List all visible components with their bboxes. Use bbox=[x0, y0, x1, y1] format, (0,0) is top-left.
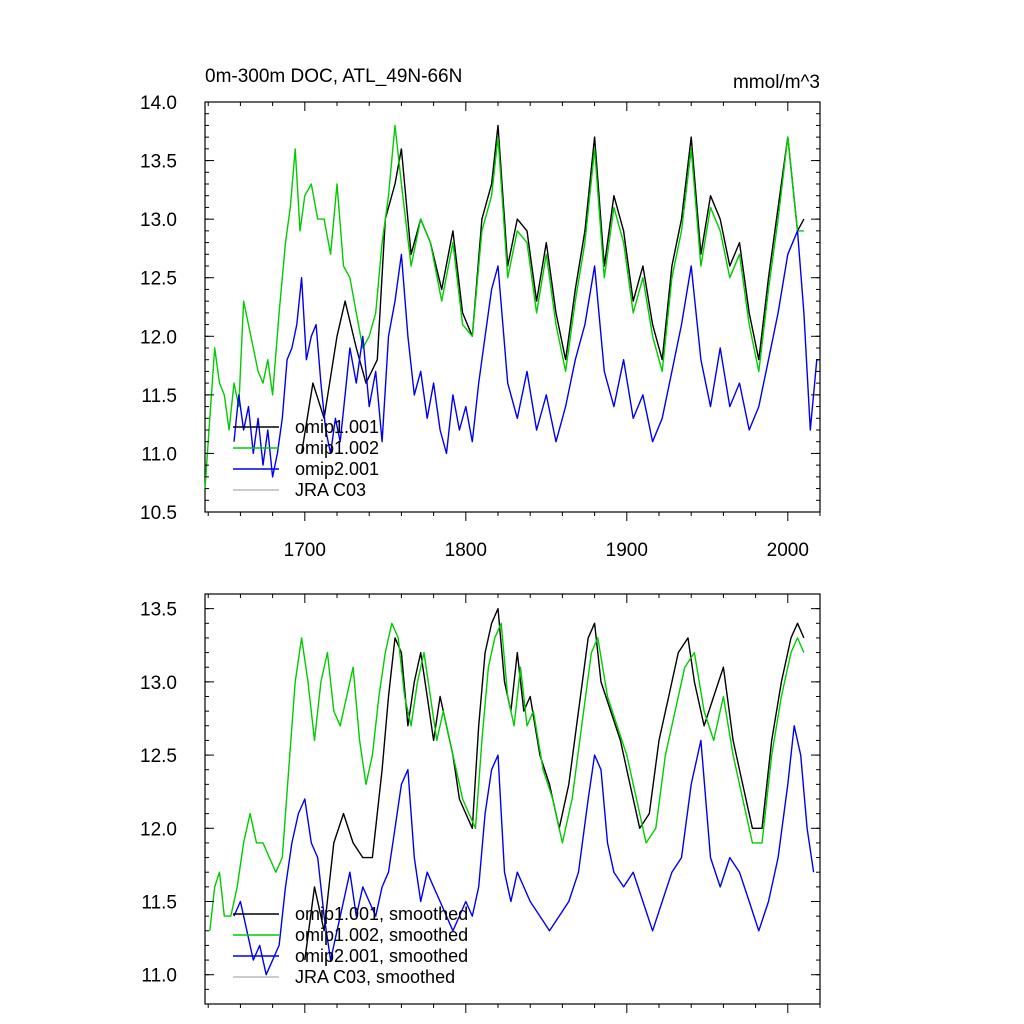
ytick-label: 13.5 bbox=[140, 600, 177, 621]
ytick-label: 10.5 bbox=[140, 503, 177, 524]
legend-label: omip1.002 bbox=[295, 438, 379, 458]
legend-label: omip2.001, smoothed bbox=[295, 946, 468, 966]
ytick-label: 12.5 bbox=[140, 269, 177, 290]
xtick-label: 2000 bbox=[767, 540, 809, 561]
series-line-omip2-001 bbox=[233, 230, 820, 478]
top-panel-units: mmol/m^3 bbox=[733, 72, 820, 93]
xtick-label: 1700 bbox=[284, 540, 326, 561]
ytick-label: 11.5 bbox=[141, 386, 177, 407]
ytick-label: 11.0 bbox=[141, 444, 177, 465]
series-line-omip1-001-smoothed bbox=[304, 607, 805, 961]
bottom-panel: 11.0 11.5 12.0 12.5 13.0 13.5 omip1.001, smoo… bbox=[140, 593, 821, 1013]
legend-label: omip1.001, smoothed bbox=[295, 904, 468, 924]
series-line-omip1-002 bbox=[204, 124, 804, 489]
top-panel: 0m-300m DOC, ATL_49N-66N mmol/m^3 10.5 11… bbox=[140, 66, 821, 561]
legend-label: omip1.002, smoothed bbox=[295, 925, 468, 945]
xtick-label: 1900 bbox=[606, 540, 648, 561]
ytick-label: 11.5 bbox=[141, 893, 177, 914]
legend-label: JRA C03 bbox=[295, 480, 366, 500]
ytick-label: 13.0 bbox=[140, 210, 177, 231]
series-line-omip2-001-smoothed bbox=[233, 725, 815, 976]
ytick-label: 13.0 bbox=[140, 673, 177, 694]
ytick-label: 12.0 bbox=[140, 327, 177, 348]
xtick-label: 1800 bbox=[445, 540, 487, 561]
legend-label: omip1.001 bbox=[295, 417, 379, 437]
ytick-label: 14.0 bbox=[140, 93, 177, 114]
legend-label: omip2.001 bbox=[295, 459, 379, 479]
ytick-label: 13.5 bbox=[140, 152, 177, 173]
ytick-label: 12.0 bbox=[140, 819, 177, 840]
ytick-label: 12.5 bbox=[140, 746, 177, 767]
series-line-omip1-002-smoothed bbox=[209, 622, 805, 931]
legend-label: JRA C03, smoothed bbox=[295, 967, 455, 987]
top-plot-frame bbox=[204, 101, 821, 513]
series-line-omip1-001 bbox=[300, 124, 805, 454]
top-panel-title: 0m-300m DOC, ATL_49N-66N bbox=[205, 66, 462, 87]
ytick-label: 11.0 bbox=[141, 966, 177, 987]
